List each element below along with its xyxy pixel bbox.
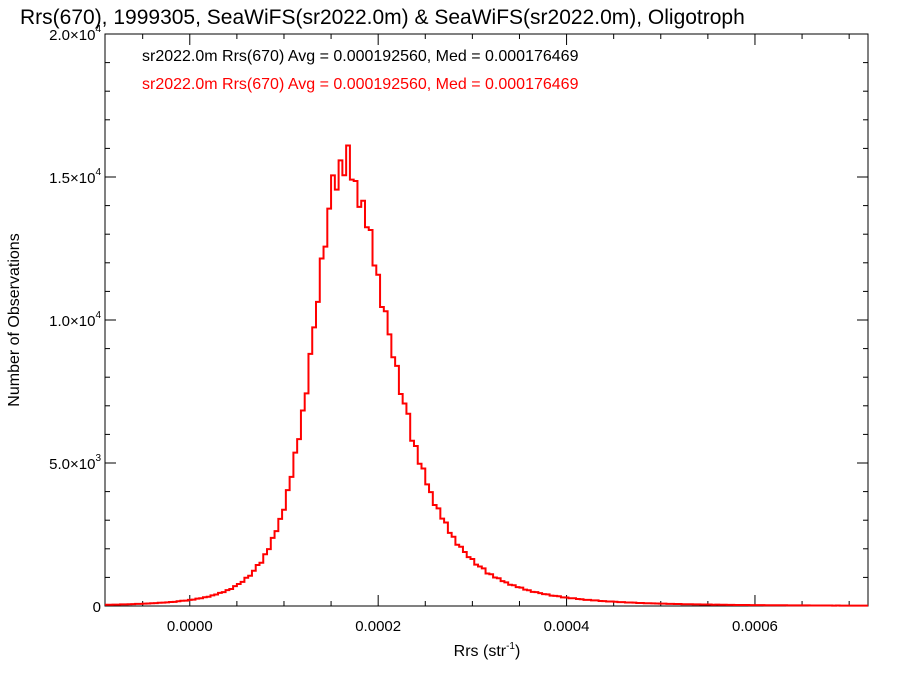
- y-tick-exponent: 4: [95, 310, 101, 321]
- y-axis-label: Number of Observations: [6, 233, 23, 406]
- x-axis-label-close: ): [515, 643, 520, 660]
- x-tick-label: 0.0000: [167, 618, 213, 635]
- x-tick-label: 0.0006: [732, 618, 778, 635]
- y-tick-mantissa: 1.0×10: [49, 313, 95, 330]
- x-tick-label: 0.0004: [544, 618, 590, 635]
- y-tick-exponent: 3: [95, 453, 101, 464]
- x-axis-label: Rrs (str-1): [454, 641, 521, 660]
- histogram-series-2: [105, 144, 868, 607]
- y-tick-mantissa: 5.0×10: [49, 456, 95, 473]
- y-tick-label: 5.0×103: [49, 453, 101, 473]
- y-tick-mantissa: 0: [93, 599, 101, 616]
- y-tick-label: 2.0×104: [49, 24, 101, 44]
- histogram-series: [105, 144, 868, 607]
- legend-entry-1: sr2022.0m Rrs(670) Avg = 0.000192560, Me…: [142, 48, 579, 65]
- y-tick-mantissa: 2.0×10: [49, 27, 95, 44]
- y-tick-label: 1.0×104: [49, 310, 101, 330]
- axis-ticks: [105, 33, 868, 607]
- x-axis-label-exp: -1: [506, 641, 515, 652]
- y-tick-exponent: 4: [95, 167, 101, 178]
- histogram-series-1: [105, 144, 868, 607]
- x-tick-labels: 0.0000 0.0002 0.0004 0.0006: [167, 618, 778, 635]
- y-tick-mantissa: 1.5×10: [49, 170, 95, 187]
- legend: sr2022.0m Rrs(670) Avg = 0.000192560, Me…: [142, 48, 579, 93]
- y-tick-label: 1.5×104: [49, 167, 101, 187]
- plot-frame: [104, 33, 869, 607]
- x-tick-label: 0.0002: [355, 618, 401, 635]
- y-tick-label: 0: [93, 599, 101, 616]
- legend-entry-2: sr2022.0m Rrs(670) Avg = 0.000192560, Me…: [142, 76, 579, 93]
- x-axis-label-base: Rrs (str: [454, 643, 507, 660]
- y-tick-exponent: 4: [95, 24, 101, 35]
- chart-title: Rrs(670), 1999305, SeaWiFS(sr2022.0m) & …: [20, 6, 745, 29]
